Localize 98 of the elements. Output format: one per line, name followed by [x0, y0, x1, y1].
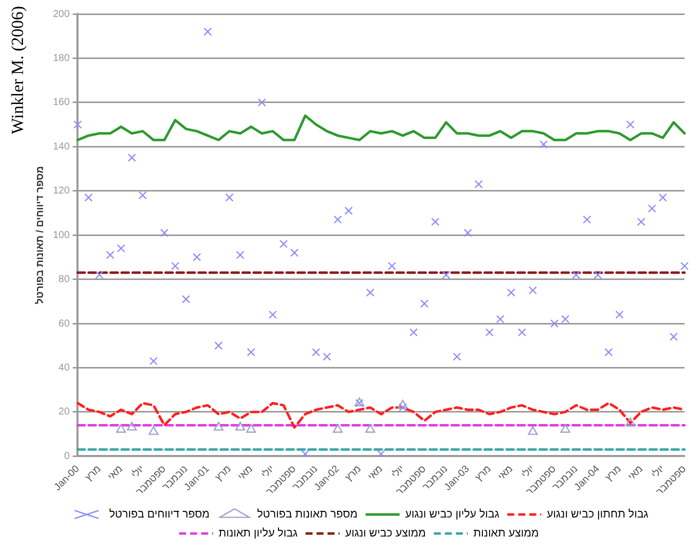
point	[528, 286, 537, 294]
point	[246, 348, 256, 356]
point	[214, 422, 224, 431]
point	[582, 215, 592, 224]
point	[658, 193, 667, 202]
legend-label: מספר דיווחים בפורטל	[109, 508, 210, 521]
y-tick-label: 40	[58, 362, 70, 374]
point	[84, 193, 93, 202]
y-axis-title: מספר דיווחים / תאונות בפורטל	[34, 166, 46, 304]
y-tick-label: 100	[52, 230, 70, 241]
text: Winkler M. (2006)	[8, 6, 28, 134]
point	[474, 180, 483, 188]
point	[464, 228, 472, 237]
point	[409, 328, 418, 336]
x-tick-label: מאי	[366, 464, 386, 483]
point	[74, 120, 82, 129]
point	[572, 270, 580, 280]
point	[388, 262, 396, 270]
point	[126, 422, 137, 431]
y-tick-label: 140	[52, 141, 70, 152]
point	[312, 348, 320, 356]
point	[236, 250, 244, 260]
point	[680, 262, 689, 270]
point	[290, 248, 299, 257]
x-tick-label: מרץ	[213, 464, 234, 484]
point	[442, 270, 450, 280]
point	[106, 250, 114, 260]
point	[518, 328, 526, 336]
x-tick-label: מרץ	[604, 464, 624, 484]
point	[214, 341, 223, 350]
x-tick-label: מאי	[626, 464, 646, 483]
point	[670, 332, 678, 341]
point	[192, 253, 202, 262]
point	[365, 424, 376, 433]
point	[279, 240, 288, 248]
point	[268, 310, 277, 319]
x-tick-label: מאי	[496, 464, 516, 483]
point	[138, 191, 147, 200]
legend-label: גבול עליון כביש ונגוע	[405, 508, 500, 521]
point	[332, 424, 343, 433]
point	[322, 352, 332, 361]
x-tick-label: מאי	[236, 464, 256, 483]
point	[204, 28, 212, 36]
point	[398, 403, 407, 412]
point	[116, 244, 126, 252]
point	[540, 140, 548, 149]
legend-label: ממוצע תאונות	[473, 528, 539, 540]
point	[160, 228, 169, 237]
point	[235, 422, 246, 431]
point	[528, 426, 538, 435]
y-tick-label: 80	[58, 274, 70, 286]
point	[334, 215, 342, 224]
legend-label: גבול עליון תאונות	[218, 528, 298, 540]
legend-label: ממוצע כביש ונגוע	[345, 528, 426, 540]
point	[182, 295, 190, 304]
x-tick-label: מרץ	[83, 464, 104, 484]
point	[560, 424, 570, 433]
y-tick-label: 200	[52, 8, 70, 20]
y-tick-label: 160	[52, 97, 70, 108]
x-tick-label: מרץ	[474, 464, 494, 484]
y-tick-label: 0	[64, 450, 70, 462]
point	[301, 450, 310, 456]
point	[431, 218, 440, 226]
legend-label: מספר תאונות בפורטל	[257, 508, 358, 521]
point	[420, 299, 429, 308]
point	[452, 352, 462, 361]
y-tick-label: 60	[58, 318, 70, 330]
point	[648, 204, 656, 213]
point	[615, 310, 624, 319]
point	[149, 356, 158, 366]
point	[344, 206, 353, 215]
point	[171, 262, 180, 270]
point	[366, 288, 374, 297]
point	[485, 328, 494, 336]
point	[561, 314, 570, 324]
point	[246, 424, 256, 433]
point	[225, 193, 234, 202]
y-tick-label: 20	[58, 406, 70, 418]
point	[116, 424, 126, 433]
point	[507, 288, 516, 297]
legend-label: גבול תחתון כביש ונגוע	[546, 508, 649, 521]
point	[376, 450, 386, 456]
point	[128, 154, 136, 162]
point	[95, 270, 104, 280]
y-tick-label: 120	[52, 186, 70, 197]
point	[496, 314, 504, 324]
point	[398, 400, 408, 408]
point	[258, 98, 266, 107]
x-tick-label: מאי	[106, 464, 126, 483]
point	[625, 417, 636, 426]
point	[626, 120, 634, 129]
point	[594, 270, 602, 280]
x-tick-label: מרץ	[344, 464, 364, 484]
point	[550, 319, 559, 328]
point	[148, 426, 158, 435]
y-tick-label: 180	[52, 52, 70, 64]
point	[637, 218, 646, 226]
point	[604, 348, 613, 356]
